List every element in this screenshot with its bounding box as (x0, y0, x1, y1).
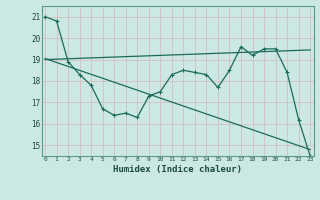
X-axis label: Humidex (Indice chaleur): Humidex (Indice chaleur) (113, 165, 242, 174)
